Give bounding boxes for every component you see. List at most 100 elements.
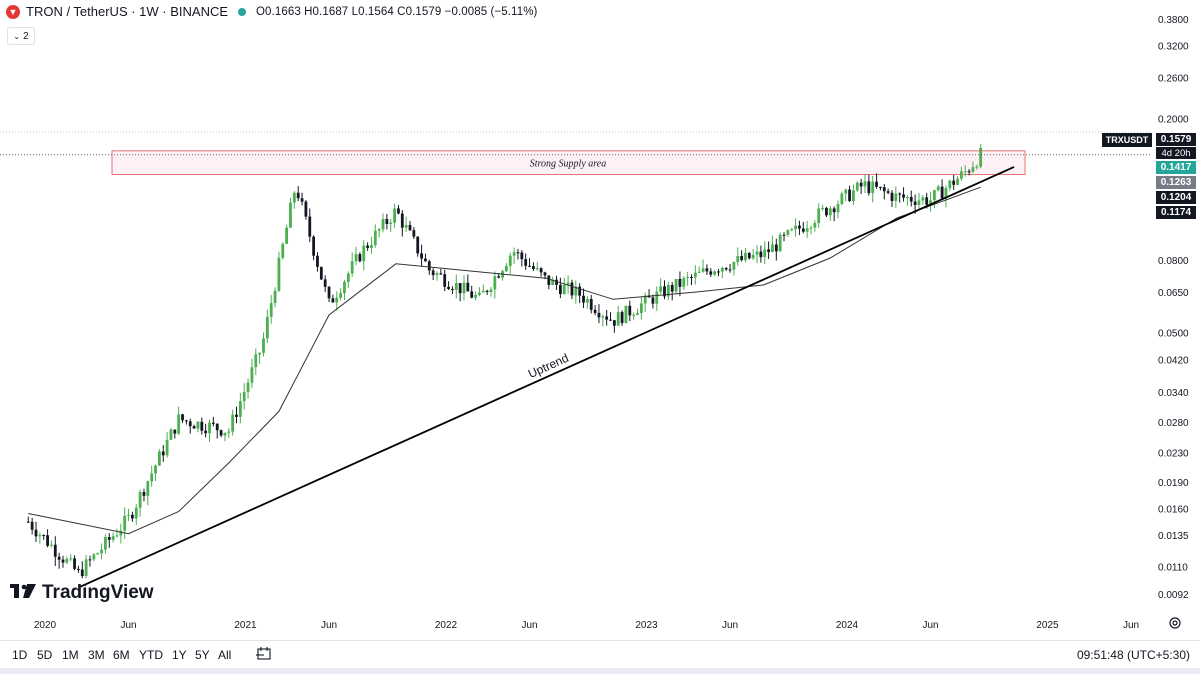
candle-body <box>543 272 547 276</box>
candle-body <box>697 271 701 273</box>
y-tick-label: 0.0650 <box>1158 288 1189 299</box>
candle-body <box>343 281 346 294</box>
price-tag-2: 0.1263 <box>1156 176 1196 189</box>
chart-header: ▼ TRON / TetherUS · 1W · BINANCE O0.1663… <box>6 4 537 19</box>
candle-body <box>478 292 481 295</box>
candle-body <box>632 314 636 316</box>
candle-body <box>26 521 30 523</box>
range-all[interactable]: All <box>218 648 232 662</box>
candle-body <box>771 244 774 253</box>
candle-body <box>774 244 778 252</box>
price-chart[interactable]: Strong Supply area Uptrend 0.38000.32000… <box>0 0 1200 640</box>
candle-body <box>42 535 46 537</box>
candle-body <box>447 286 450 290</box>
clock-timezone[interactable]: 09:51:48 (UTC+5:30) <box>1076 648 1190 662</box>
candle-body <box>528 265 531 267</box>
candle-body <box>736 255 740 263</box>
candle-body <box>373 230 377 246</box>
candle-body <box>663 286 666 297</box>
candle-body <box>111 536 115 540</box>
candle-body <box>755 251 759 255</box>
candle-body <box>420 253 423 259</box>
range-5y[interactable]: 5Y <box>195 648 210 662</box>
candle-body <box>940 186 944 199</box>
candle-body <box>825 207 828 216</box>
candle-body <box>728 269 732 271</box>
candle-body <box>238 401 242 417</box>
range-1d[interactable]: 1D <box>12 648 28 662</box>
candle-body <box>713 271 717 275</box>
x-tick-label: Jun <box>120 620 136 631</box>
candle-body <box>362 245 366 262</box>
candle-body <box>254 354 258 368</box>
candle-body <box>512 252 516 256</box>
candle-body <box>200 421 204 431</box>
candle-body <box>593 309 597 313</box>
candle-body <box>346 273 350 282</box>
symbol-title[interactable]: TRON / TetherUS · 1W · BINANCE <box>26 4 229 19</box>
chevron-down-icon: ⌄ <box>13 31 21 41</box>
candle-body <box>562 284 566 295</box>
price-tag-2-value: 0.1263 <box>1160 177 1192 188</box>
range-6m[interactable]: 6M <box>113 648 130 662</box>
y-tick-label: 0.0135 <box>1158 531 1189 542</box>
candle-body <box>855 182 859 191</box>
candle-body <box>173 429 177 434</box>
candle-body <box>690 277 693 279</box>
candle-body <box>485 290 489 292</box>
countdown-value: 4d 20h <box>1161 147 1191 159</box>
time-axis[interactable]: 2020 Jun 2021 Jun 2022 Jun 2023 Jun 2024 Jun 2025 J… <box>34 620 1139 631</box>
candle-body <box>524 259 528 266</box>
range-ytd[interactable]: YTD <box>139 648 163 662</box>
candle-body <box>393 208 396 223</box>
tron-logo-icon: ▼ <box>6 4 20 19</box>
candle-body <box>123 515 127 531</box>
indicators-toggle-button[interactable]: ⌄ 2 <box>7 27 35 45</box>
candle-body <box>308 216 312 237</box>
candle-body <box>767 249 770 253</box>
range-5d[interactable]: 5D <box>37 648 53 662</box>
candle-body <box>917 200 921 205</box>
price-tag-3-value: 0.1204 <box>1160 192 1192 203</box>
candle-body <box>184 420 188 422</box>
candle-body <box>531 266 535 270</box>
candle-body <box>539 268 543 273</box>
y-tick-label: 0.0092 <box>1158 590 1189 601</box>
gear-icon[interactable] <box>1168 616 1182 630</box>
y-tick-label: 0.3800 <box>1158 15 1189 26</box>
candle-body <box>34 529 38 537</box>
candle-body <box>130 514 134 519</box>
candle-body <box>431 270 435 276</box>
candle-body <box>366 245 369 248</box>
range-1y[interactable]: 1Y <box>172 648 187 662</box>
x-tick-label: 2021 <box>234 620 257 631</box>
candle-body <box>582 295 585 303</box>
candle-body <box>794 225 797 230</box>
candle-body <box>30 521 34 530</box>
y-tick-label: 0.0110 <box>1158 562 1188 573</box>
candle-body <box>96 553 100 555</box>
candle-body <box>157 451 161 466</box>
price-tag-4: 0.1174 <box>1156 206 1196 219</box>
candle-body <box>192 426 196 429</box>
indicator-count: 2 <box>23 30 29 42</box>
candle-body <box>458 283 462 294</box>
range-1m[interactable]: 1M <box>62 648 79 662</box>
range-3m[interactable]: 3M <box>88 648 105 662</box>
price-axis[interactable]: 0.3800 0.3200 0.2600 0.2000 0.0800 0.0650 0.05… <box>1158 15 1189 601</box>
candle-body <box>508 255 512 266</box>
candle-body <box>643 295 647 304</box>
calendar-goto-icon[interactable] <box>256 646 272 661</box>
candle-body <box>871 181 875 194</box>
candle-body <box>956 178 959 185</box>
candle-body <box>435 273 439 276</box>
candle-body <box>92 554 96 560</box>
candle-body <box>339 293 343 298</box>
y-tick-label: 0.0190 <box>1158 478 1189 489</box>
candle-body <box>142 492 146 496</box>
candle-body <box>493 276 497 290</box>
candle-body <box>404 225 408 228</box>
candle-body <box>601 316 605 318</box>
candle-body <box>381 219 385 230</box>
x-tick-label: 2025 <box>1036 620 1059 631</box>
